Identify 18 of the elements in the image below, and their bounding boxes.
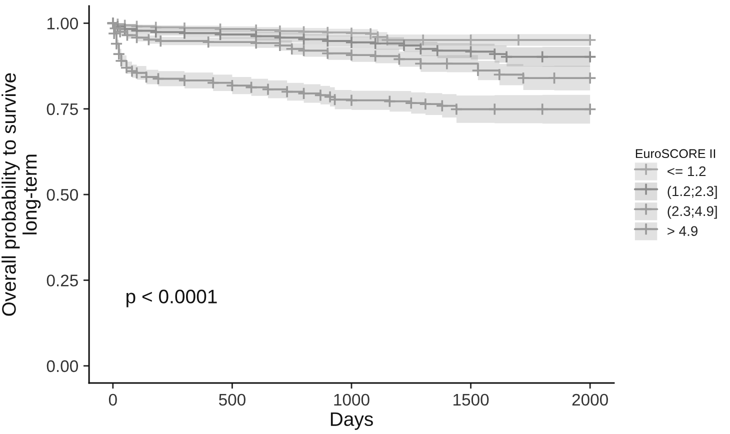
legend-label: <= 1.2 bbox=[668, 166, 706, 176]
legend-label: (2.3;4.9] bbox=[668, 206, 717, 219]
legend-title: EuroSCORE II bbox=[636, 149, 716, 158]
annotation: p < 0.0001 bbox=[126, 290, 217, 308]
legend-label: > 4.9 bbox=[668, 226, 698, 236]
x-tick-label: 2000 bbox=[572, 394, 608, 406]
x-axis-title: Days bbox=[330, 412, 373, 430]
y-tick-label: 0.75 bbox=[46, 103, 78, 116]
legend-label: (1.2;2.3] bbox=[668, 186, 717, 199]
y-tick-label: 0.00 bbox=[46, 360, 78, 372]
y-tick-label: 1.00 bbox=[47, 18, 78, 30]
x-tick-label: 1500 bbox=[454, 394, 489, 406]
x-tick-label: 0 bbox=[108, 394, 117, 406]
x-tick-label: 500 bbox=[218, 394, 246, 406]
y-tick-label: 0.50 bbox=[46, 188, 78, 201]
x-tick-label: 1000 bbox=[334, 394, 370, 406]
y-tick-label: 0.25 bbox=[46, 274, 78, 286]
y-axis-title: Overall probability to survive long-term bbox=[2, 73, 41, 316]
